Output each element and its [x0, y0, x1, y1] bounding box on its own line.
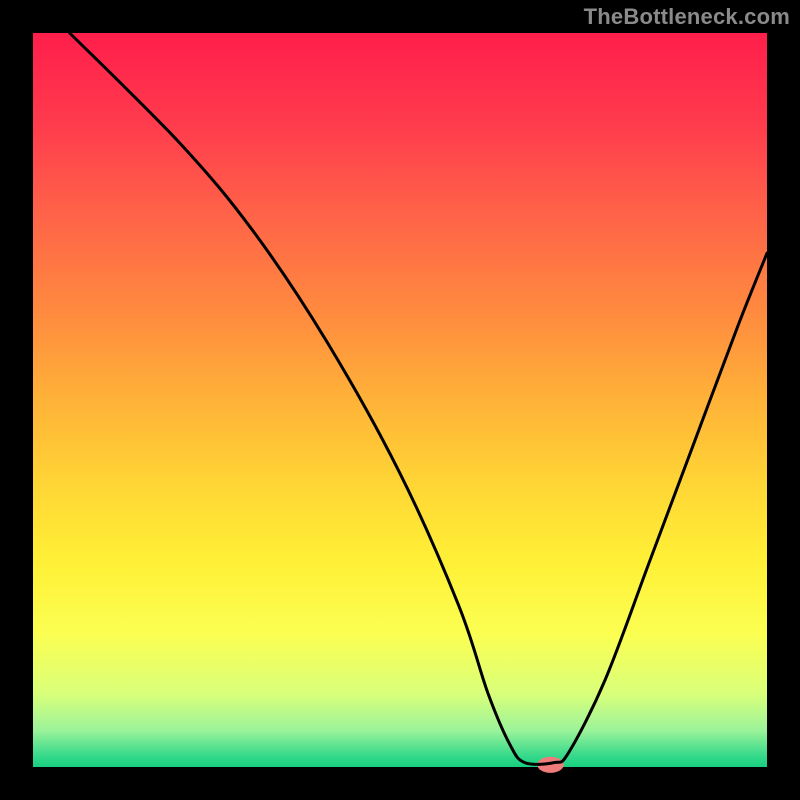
- watermark-text: TheBottleneck.com: [584, 4, 790, 30]
- plot-background: [33, 33, 767, 767]
- chart-frame: TheBottleneck.com: [0, 0, 800, 800]
- bottleneck-chart: [0, 0, 800, 800]
